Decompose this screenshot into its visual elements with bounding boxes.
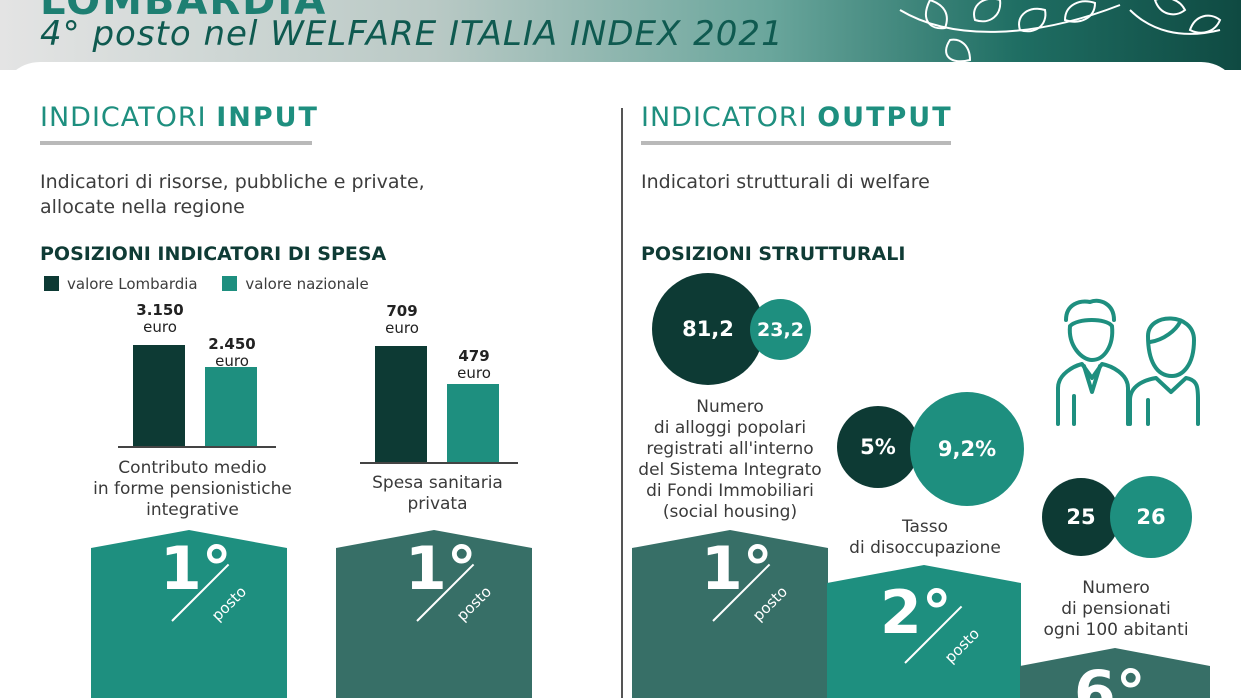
label-line: del Sistema Integrato: [638, 460, 822, 480]
bar-value-number: 479: [458, 347, 490, 365]
label-line: di pensionati: [1061, 599, 1171, 619]
output-title-bold: OUTPUT: [817, 102, 953, 133]
bar-category-label: Contributo medio in forme pensionistiche…: [70, 458, 315, 521]
bar-value-number: 3.150: [136, 301, 184, 319]
label-line: Tasso: [901, 517, 949, 537]
rank-number: 1°: [160, 534, 232, 604]
bar-value-regional: 709 euro: [362, 303, 442, 337]
index-subtitle: 4° posto nel WELFARE ITALIA INDEX 2021: [40, 14, 784, 54]
legend-item-national: valore nazionale: [222, 275, 369, 293]
bubble-value: 5%: [860, 435, 896, 459]
rank-number: 2°: [880, 578, 952, 648]
label-line: di Fondi Immobiliari: [646, 481, 814, 501]
rank-number: 1°: [405, 534, 477, 604]
input-title-bold: INPUT: [216, 102, 319, 133]
bubble-national: 23,2: [750, 299, 811, 360]
bar-national: [205, 367, 257, 446]
label-line: registrati all'interno: [646, 439, 814, 459]
chart-baseline: [118, 446, 276, 448]
bar-value-unit: euro: [143, 318, 177, 336]
rank-number: 6°: [1074, 658, 1146, 698]
bar-value-number: 709: [386, 302, 418, 320]
output-title-underline: [641, 141, 951, 145]
bubble-regional: 5%: [837, 406, 919, 488]
output-section-title: INDICATORI OUTPUT: [641, 102, 953, 133]
bubble-value: 26: [1136, 505, 1166, 529]
input-title-underline: [40, 141, 312, 145]
elderly-couple-icon: [1056, 298, 1200, 426]
label-line: di alloggi popolari: [653, 418, 807, 438]
label-line: integrative: [146, 500, 239, 520]
header-curve: [0, 62, 1241, 102]
bar-national: [447, 384, 499, 462]
input-description-line: Indicatori di risorse, pubbliche e priva…: [40, 171, 425, 193]
legend-item-regional: valore Lombardia: [44, 275, 202, 293]
bar-value-unit: euro: [385, 319, 419, 337]
legend-swatch-national: [222, 276, 238, 291]
header-band: [0, 0, 1241, 70]
bar-value-national: 2.450 euro: [192, 336, 272, 370]
bubble-value: 81,2: [682, 317, 734, 341]
chart-baseline: [360, 462, 518, 464]
bar-regional: [133, 345, 185, 446]
output-subtitle: POSIZIONI STRUTTURALI: [641, 243, 906, 265]
rank-podium: [632, 530, 828, 698]
bubble-category-label: Numero di alloggi popolari registrati al…: [630, 397, 830, 523]
bubble-national: 9,2%: [910, 392, 1024, 506]
bar-value-regional: 3.150 euro: [120, 302, 200, 336]
bubble-value: 25: [1066, 505, 1096, 529]
leaves-decoration-icon: [899, 0, 1222, 63]
bar-value-number: 2.450: [208, 335, 256, 353]
label-line: (social housing): [662, 502, 798, 522]
region-title: LOMBARDIA: [40, 0, 328, 24]
legend-label-national: valore nazionale: [245, 275, 369, 293]
output-description: Indicatori strutturali di welfare: [641, 171, 930, 193]
bar-regional: [375, 346, 427, 462]
input-section-title: INDICATORI INPUT: [40, 102, 319, 133]
label-line: in forme pensionistiche: [93, 479, 292, 499]
bubble-value: 9,2%: [937, 437, 997, 461]
rank-podium: [827, 565, 1021, 698]
rank-podium: [91, 530, 287, 698]
input-title-light: INDICATORI: [40, 102, 207, 133]
rank-podium: [336, 530, 532, 698]
bubble-category-label: Tasso di disoccupazione: [830, 517, 1020, 559]
bar-category-label: Spesa sanitaria privata: [320, 473, 555, 515]
input-subtitle: POSIZIONI INDICATORI DI SPESA: [40, 243, 387, 265]
rank-number: 1°: [701, 534, 773, 604]
label-line: Spesa sanitaria: [372, 473, 503, 493]
label-line: ogni 100 abitanti: [1043, 620, 1189, 640]
output-title-light: INDICATORI: [641, 102, 808, 133]
input-description: Indicatori di risorse, pubbliche e priva…: [40, 170, 425, 220]
legend-label-regional: valore Lombardia: [67, 275, 198, 293]
bar-value-unit: euro: [457, 364, 491, 382]
label-line: Numero: [696, 397, 764, 417]
bubble-regional: 25: [1042, 478, 1120, 556]
bar-value-unit: euro: [215, 352, 249, 370]
label-line: Numero: [1082, 578, 1150, 598]
bar-value-national: 479 euro: [434, 348, 514, 382]
label-line: di disoccupazione: [849, 538, 1001, 558]
label-line: Contributo medio: [118, 458, 267, 478]
label-line: privata: [407, 494, 468, 514]
bubble-category-label: Numero di pensionati ogni 100 abitanti: [1030, 578, 1202, 641]
bubble-value: 23,2: [757, 318, 804, 341]
rank-podium: [1020, 648, 1210, 698]
input-description-line: allocate nella regione: [40, 196, 245, 218]
legend-swatch-regional: [44, 276, 59, 291]
column-divider: [621, 108, 623, 698]
legend: valore Lombardia valore nazionale: [44, 275, 389, 293]
bubble-national: 26: [1110, 476, 1192, 558]
bubble-regional: 81,2: [652, 273, 764, 385]
